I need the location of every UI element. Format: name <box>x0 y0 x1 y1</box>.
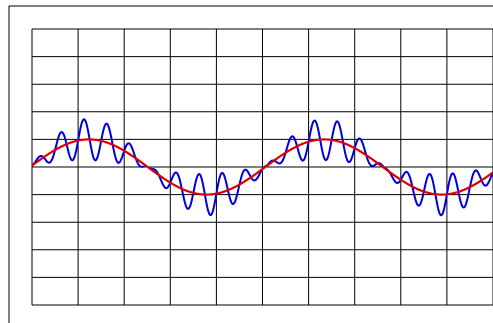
series-clean-line <box>31 138 493 196</box>
chart-frame <box>8 5 493 323</box>
chart-grid <box>31 28 493 306</box>
plot-area <box>31 118 493 217</box>
